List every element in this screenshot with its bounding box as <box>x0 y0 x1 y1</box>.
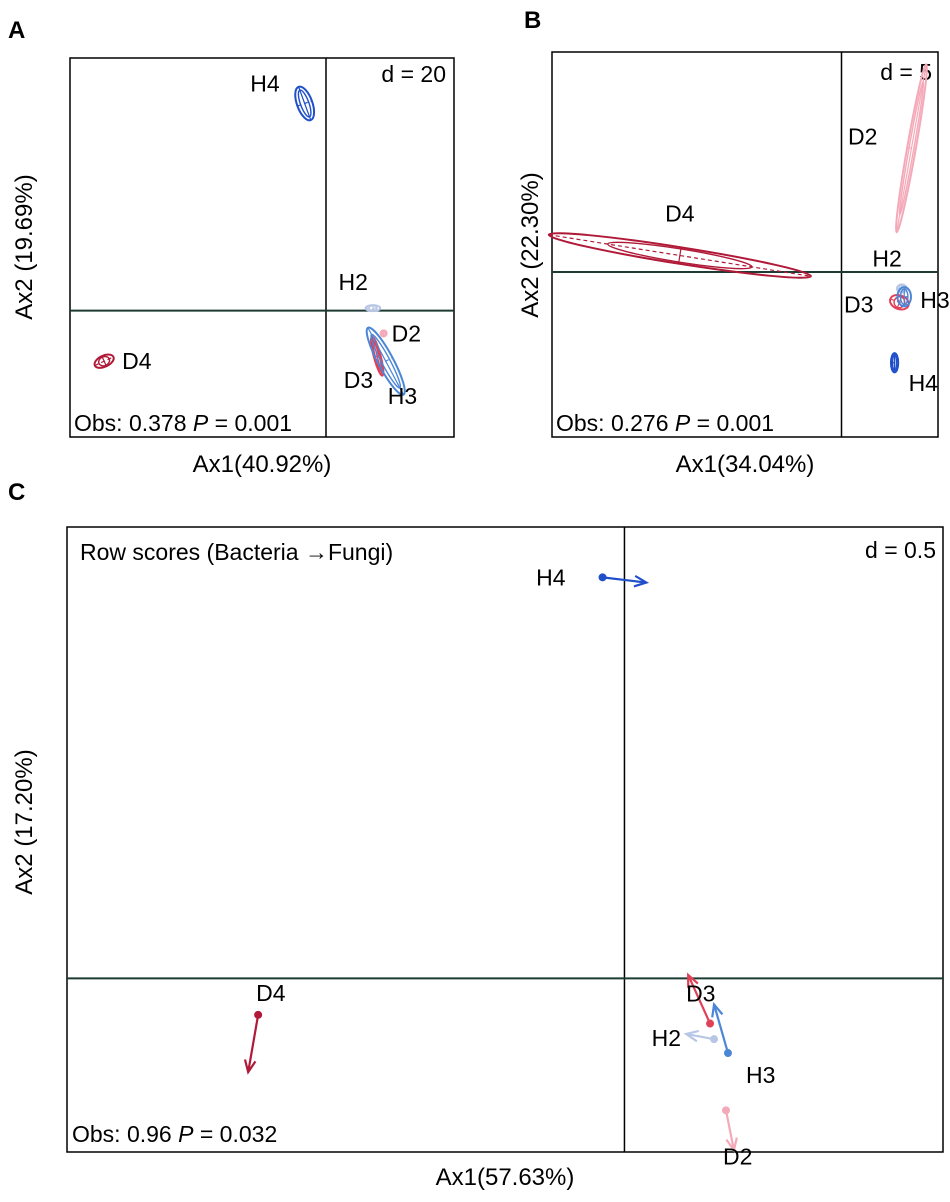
panel-c-title: Row scores (Bacteria →Fungi) <box>80 539 393 565</box>
panel-a-stats-prefix: Obs: 0.378 <box>74 410 193 436</box>
panel-c-stats-prefix: Obs: 0.96 <box>72 1121 178 1147</box>
panel-b-x-axis-label: Ax1(34.04%) <box>676 451 815 478</box>
group-label-h2: H2 <box>872 246 901 272</box>
panel-b-stats-p-symbol: P <box>675 410 691 436</box>
group-ellipse-d4 <box>93 353 115 369</box>
group-label-h4: H4 <box>250 70 280 96</box>
group-label-d3: D3 <box>844 291 873 317</box>
arrow-label-h3: H3 <box>746 1062 775 1088</box>
group-ellipse-h4 <box>889 352 900 374</box>
group-ellipse-h3 <box>896 286 912 308</box>
arrow-label-d4: D4 <box>256 980 286 1006</box>
group-ellipse-d2 <box>895 63 928 234</box>
panel-a-frame <box>69 57 455 438</box>
panel-b-scale-label: d = 5 <box>880 59 932 85</box>
row-score-arrow-h3 <box>711 1001 732 1058</box>
arrow-label-d3: D3 <box>686 981 715 1007</box>
panel-letter-c: C <box>8 479 25 506</box>
panel-c-scale-label: d = 0.5 <box>865 537 936 563</box>
panel-c-frame <box>66 526 944 1153</box>
row-score-arrow-h2 <box>683 1029 719 1044</box>
group-label-h3: H3 <box>920 287 949 313</box>
panel-c-x-axis-label: Ax1(57.63%) <box>436 1164 575 1191</box>
panel-c-stats-p-symbol: P <box>178 1121 194 1147</box>
panel-a-scale-label: d = 20 <box>381 61 446 87</box>
group-label-d2: D2 <box>848 123 877 149</box>
panel-c-plot: d = 0.5 Row scores (Bacteria →Fungi) Obs: … <box>11 526 944 1191</box>
panel-c-stats: Obs: 0.96 P = 0.032 <box>72 1121 277 1147</box>
arrow-label-d2: D2 <box>723 1143 752 1169</box>
panel-a-y-axis-label: Ax2 (19.69%) <box>11 174 38 319</box>
panel-b-frame <box>551 51 939 438</box>
group-label-d2: D2 <box>392 320 421 346</box>
group-label-h2: H2 <box>339 269 368 295</box>
arrow-label-h4: H4 <box>536 564 566 590</box>
group-label-d4: D4 <box>665 201 695 227</box>
group-ellipse-h2 <box>364 304 382 313</box>
group-label-d4: D4 <box>122 348 152 374</box>
panel-a-stats-p-symbol: P <box>193 410 209 436</box>
panel-letter-a: A <box>8 17 25 44</box>
panel-letter-b: B <box>524 7 541 34</box>
group-label-d3: D3 <box>344 367 373 393</box>
panel-a-stats-p-value: = 0.001 <box>208 410 292 436</box>
panel-c-stats-p-value: = 0.032 <box>193 1121 277 1147</box>
row-score-arrow-h4 <box>598 573 650 588</box>
arrow-label-h2: H2 <box>652 1025 681 1051</box>
panel-c-y-axis-label: Ax2 (17.20%) <box>11 749 38 894</box>
group-ellipse-h3 <box>365 326 406 396</box>
panel-a-x-axis-label: Ax1(40.92%) <box>193 451 332 478</box>
panel-b-y-axis-label: Ax2 (22.30%) <box>517 172 544 317</box>
row-score-arrow-d3 <box>687 972 715 1028</box>
group-ellipse-d2 <box>379 329 388 338</box>
row-score-arrow-d2 <box>721 1106 738 1153</box>
panel-b-stats-p-value: = 0.001 <box>690 410 774 436</box>
group-label-h4: H4 <box>909 370 939 396</box>
panel-a-plot: d = 20 Obs: 0.378 P = 0.001 Ax1(40.92%) Ax2… <box>11 57 455 478</box>
group-ellipse-h4 <box>294 85 316 122</box>
panel-a-stats: Obs: 0.378 P = 0.001 <box>74 410 292 436</box>
panel-b-stats: Obs: 0.276 P = 0.001 <box>556 410 774 436</box>
group-label-h3: H3 <box>388 383 417 409</box>
group-ellipse-d4 <box>547 232 812 279</box>
row-score-arrow-d4 <box>243 1010 263 1075</box>
panel-b-plot: d = 5 Obs: 0.276 P = 0.001 Ax1(34.04%) Ax2 … <box>517 51 950 478</box>
panel-b-stats-prefix: Obs: 0.276 <box>556 410 675 436</box>
